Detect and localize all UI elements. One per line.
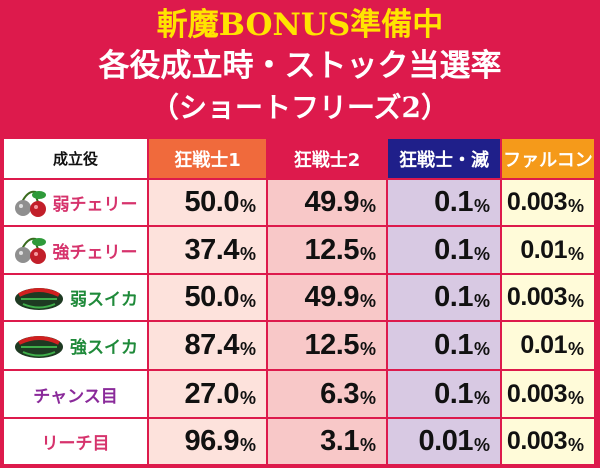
- value-number: 0.1: [434, 329, 473, 361]
- percent-unit: %: [567, 339, 584, 359]
- corner-header: 成立役: [4, 139, 149, 180]
- value-number: 3.1: [320, 425, 359, 457]
- percent-unit: %: [359, 243, 376, 264]
- value-cell: 0.01%: [502, 322, 596, 371]
- value-number: 0.003: [506, 427, 568, 455]
- percent-unit: %: [239, 243, 256, 264]
- percent-unit: %: [473, 435, 490, 455]
- value-number: 0.1: [434, 377, 473, 410]
- value-number: 0.003: [506, 379, 568, 408]
- percent-unit: %: [359, 339, 376, 359]
- value-number: 0.01: [520, 235, 567, 264]
- percent-unit: %: [473, 387, 490, 408]
- value-cell: 0.003%: [502, 180, 596, 227]
- value-cell: 6.3%: [268, 371, 388, 419]
- value-number: 49.9: [304, 281, 360, 313]
- value-number: 0.01: [418, 425, 474, 457]
- percent-unit: %: [359, 435, 376, 455]
- value-cell: 0.003%: [502, 275, 596, 322]
- row-label-text: 強チェリー: [52, 242, 138, 263]
- cherry-icon: [14, 237, 46, 264]
- value-number: 27.0: [184, 377, 240, 410]
- value-cell: 96.9%: [149, 419, 268, 466]
- value-cell: 3.1%: [268, 419, 388, 466]
- value-cell: 0.1%: [388, 275, 502, 322]
- value-number: 0.1: [434, 233, 473, 266]
- value-cell: 87.4%: [149, 322, 268, 371]
- percent-unit: %: [567, 196, 584, 216]
- percent-unit: %: [239, 196, 256, 216]
- cherry-icon: [14, 190, 46, 217]
- percent-unit: %: [473, 196, 490, 216]
- value-cell: 0.003%: [502, 371, 596, 419]
- title-line-2: 各役成立時・ストック当選率: [98, 48, 502, 84]
- row-label: リーチ目: [4, 419, 149, 466]
- value-number: 12.5: [304, 233, 360, 266]
- value-number: 37.4: [184, 233, 240, 266]
- percent-unit: %: [473, 243, 490, 264]
- column-header: 狂戦士1: [149, 139, 268, 180]
- value-cell: 0.01%: [388, 419, 502, 466]
- percent-unit: %: [359, 387, 376, 408]
- title-banner: 斬魔BONUS準備中 各役成立時・ストック当選率 （ショートフリーズ2）: [0, 0, 600, 137]
- row-label: 強チェリー: [4, 227, 149, 275]
- row-label: チャンス目: [4, 371, 149, 419]
- percent-unit: %: [567, 435, 584, 455]
- value-number: 50.0: [184, 186, 240, 218]
- title-line-1: 斬魔BONUS準備中: [156, 7, 444, 43]
- value-number: 0.003: [506, 188, 568, 216]
- value-number: 96.9: [184, 425, 240, 457]
- value-cell: 0.1%: [388, 371, 502, 419]
- percent-unit: %: [567, 243, 584, 264]
- row-label-text: 強スイカ: [70, 338, 138, 358]
- percent-unit: %: [359, 196, 376, 216]
- title-line-3: （ショートフリーズ2）: [150, 91, 450, 124]
- value-number: 0.1: [434, 186, 473, 218]
- value-cell: 0.01%: [502, 227, 596, 275]
- percent-unit: %: [473, 291, 490, 311]
- value-cell: 49.9%: [268, 275, 388, 322]
- value-cell: 0.1%: [388, 180, 502, 227]
- row-label: 強スイカ: [4, 322, 149, 371]
- value-number: 0.003: [506, 283, 568, 311]
- value-number: 0.1: [434, 281, 473, 313]
- column-header: ファルコン: [502, 139, 596, 180]
- value-cell: 12.5%: [268, 227, 388, 275]
- value-cell: 0.1%: [388, 322, 502, 371]
- percent-unit: %: [239, 291, 256, 311]
- value-number: 87.4: [184, 329, 240, 361]
- row-label: 弱スイカ: [4, 275, 149, 322]
- watermelon-icon: [15, 335, 63, 358]
- value-cell: 12.5%: [268, 322, 388, 371]
- row-label-text: チャンス目: [33, 386, 118, 407]
- value-cell: 49.9%: [268, 180, 388, 227]
- percent-unit: %: [567, 387, 584, 408]
- value-cell: 50.0%: [149, 275, 268, 322]
- column-header: 狂戦士2: [268, 139, 388, 180]
- row-label: 弱チェリー: [4, 180, 149, 227]
- value-cell: 27.0%: [149, 371, 268, 419]
- value-number: 12.5: [304, 329, 360, 361]
- percent-unit: %: [359, 291, 376, 311]
- value-number: 50.0: [184, 281, 240, 313]
- probability-table: 成立役 狂戦士1 狂戦士2 狂戦士・滅 ファルコン 弱チェリー 50.0% 49.9% 0.1%…: [4, 139, 596, 466]
- value-cell: 0.003%: [502, 419, 596, 466]
- watermelon-icon: [15, 287, 63, 310]
- percent-unit: %: [567, 291, 584, 311]
- value-number: 6.3: [320, 377, 359, 410]
- percent-unit: %: [239, 387, 256, 408]
- value-cell: 0.1%: [388, 227, 502, 275]
- row-label-text: 弱チェリー: [52, 195, 138, 215]
- row-label-text: 弱スイカ: [70, 290, 138, 310]
- column-header: 狂戦士・滅: [388, 139, 502, 180]
- value-cell: 37.4%: [149, 227, 268, 275]
- percent-unit: %: [239, 339, 256, 359]
- value-number: 49.9: [304, 186, 360, 218]
- percent-unit: %: [239, 435, 256, 455]
- percent-unit: %: [473, 339, 490, 359]
- value-cell: 50.0%: [149, 180, 268, 227]
- value-number: 0.01: [520, 331, 567, 359]
- row-label-text: リーチ目: [41, 434, 110, 454]
